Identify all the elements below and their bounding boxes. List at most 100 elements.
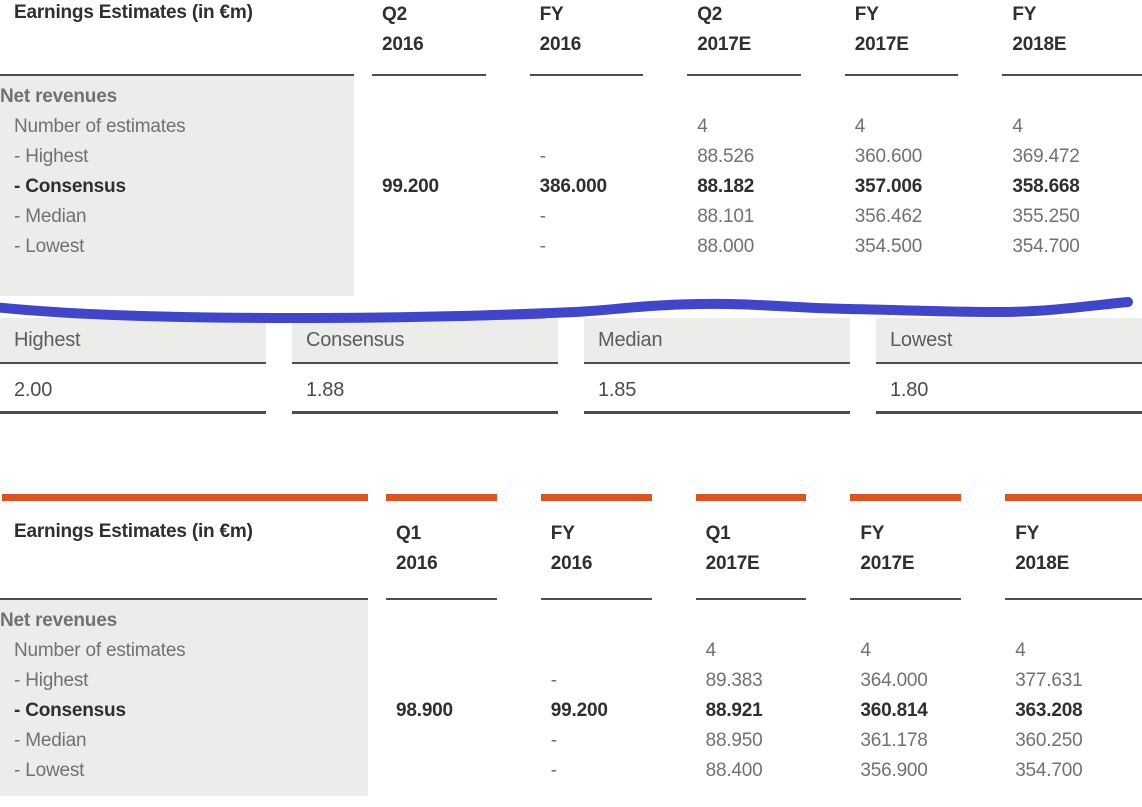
column-year: 2018E bbox=[1012, 34, 1067, 55]
orange-accent-bar bbox=[2, 494, 368, 501]
column-year: 2017E bbox=[854, 34, 909, 55]
value-cell: 360.250 bbox=[1015, 730, 1083, 751]
column-header-fy-2018e: FY 2018E bbox=[987, 494, 1142, 600]
table-title-cell: Earnings Estimates (in €m) bbox=[0, 0, 354, 76]
value-cell: 88.000 bbox=[697, 236, 755, 257]
header-underline bbox=[1005, 598, 1142, 600]
header-underline bbox=[0, 74, 354, 76]
value-cell: - bbox=[550, 730, 557, 751]
row-label: - Consensus bbox=[14, 176, 126, 197]
section-label: Net revenues bbox=[0, 610, 117, 631]
value-cell: 357.006 bbox=[854, 176, 923, 197]
row-label: - Highest bbox=[14, 146, 89, 167]
column-year: 2017E bbox=[705, 553, 760, 574]
column-period: Q2 bbox=[382, 4, 407, 25]
row-label: Number of estimates bbox=[14, 116, 186, 137]
value-cell: 360.814 bbox=[860, 700, 928, 721]
value-cell: 88.526 bbox=[697, 146, 755, 167]
value-cell: 4 bbox=[1012, 116, 1023, 137]
value-cell: 354.700 bbox=[1012, 236, 1080, 257]
column-header-fy-2017e: FY 2017E bbox=[832, 494, 987, 600]
value-cell: 354.700 bbox=[1015, 760, 1083, 781]
value-cell: 99.200 bbox=[550, 700, 608, 721]
value-cell: - bbox=[539, 206, 546, 227]
value-cell bbox=[523, 636, 678, 666]
orange-accent-bar bbox=[695, 494, 807, 501]
value-cell: 356.462 bbox=[854, 206, 923, 227]
header-underline bbox=[695, 598, 807, 600]
card-label: Highest bbox=[0, 318, 266, 364]
summary-card-median: Median 1.85 bbox=[584, 318, 850, 414]
header-underline bbox=[687, 74, 801, 76]
value-cell: 88.950 bbox=[705, 730, 763, 751]
value-cell: - bbox=[539, 236, 546, 257]
value-cell bbox=[368, 666, 523, 696]
card-label: Median bbox=[584, 318, 850, 364]
column-year: 2016 bbox=[539, 34, 582, 55]
value-cell: 363.208 bbox=[1015, 700, 1083, 721]
card-label: Consensus bbox=[292, 318, 558, 364]
column-year: 2017E bbox=[860, 553, 915, 574]
column-year: 2016 bbox=[550, 553, 593, 574]
value-cell bbox=[368, 726, 523, 756]
value-cell bbox=[512, 112, 670, 142]
column-year: 2018E bbox=[1015, 553, 1070, 574]
row-label: - Highest bbox=[14, 670, 89, 691]
table-title: Earnings Estimates (in €m) bbox=[14, 521, 253, 542]
value-cell: - bbox=[550, 760, 557, 781]
value-cell bbox=[354, 202, 512, 232]
header-underline bbox=[540, 598, 652, 600]
value-cell: 88.400 bbox=[705, 760, 763, 781]
column-header-fy-2018e: FY 2018E bbox=[984, 0, 1142, 76]
row-label: - Median bbox=[14, 206, 87, 227]
header-underline bbox=[372, 74, 486, 76]
column-period: FY bbox=[1012, 4, 1037, 25]
column-header-q1-2017e: Q1 2017E bbox=[678, 494, 833, 600]
value-cell bbox=[354, 232, 512, 262]
column-year: 2016 bbox=[396, 553, 438, 574]
table-title: Earnings Estimates (in €m) bbox=[14, 2, 253, 23]
summary-card-lowest: Lowest 1.80 bbox=[876, 318, 1142, 414]
value-cell: 369.472 bbox=[1012, 146, 1080, 167]
column-period: Q1 bbox=[705, 523, 731, 544]
value-cell bbox=[354, 112, 512, 142]
column-period: FY bbox=[860, 523, 885, 544]
column-year: 2016 bbox=[382, 34, 424, 55]
summary-cards: Highest 2.00 Consensus 1.88 Median 1.85 … bbox=[0, 318, 1142, 414]
value-cell: - bbox=[550, 670, 557, 691]
value-cell: 361.178 bbox=[860, 730, 928, 751]
column-header-fy-2016: FY 2016 bbox=[523, 494, 678, 600]
table-header-row: Earnings Estimates (in €m) Q1 2016 FY 20… bbox=[0, 494, 1142, 600]
value-cell bbox=[354, 142, 512, 172]
value-cell: 4 bbox=[854, 116, 866, 137]
row-label: - Lowest bbox=[14, 236, 85, 257]
card-value: 2.00 bbox=[0, 364, 266, 414]
orange-accent-bar bbox=[386, 494, 497, 501]
orange-accent-bar bbox=[540, 494, 652, 501]
value-cell: 4 bbox=[1015, 640, 1026, 661]
header-underline bbox=[529, 74, 644, 76]
row-label: - Consensus bbox=[14, 700, 126, 721]
table-body: Net revenues Number of estimates 4 4 4 -… bbox=[0, 600, 1142, 796]
card-label: Lowest bbox=[876, 318, 1142, 364]
value-cell: 364.000 bbox=[860, 670, 928, 691]
column-year: 2017E bbox=[697, 34, 752, 55]
value-cell: 358.668 bbox=[1012, 176, 1080, 197]
value-cell: 88.921 bbox=[705, 700, 763, 721]
column-period: Q1 bbox=[396, 523, 421, 544]
header-underline bbox=[850, 598, 962, 600]
value-cell: 355.250 bbox=[1012, 206, 1080, 227]
value-cell: 4 bbox=[860, 640, 871, 661]
column-header-q1-2016: Q1 2016 bbox=[368, 494, 523, 600]
value-cell: 356.900 bbox=[860, 760, 928, 781]
value-cell: 88.182 bbox=[697, 176, 755, 197]
summary-card-consensus: Consensus 1.88 bbox=[292, 318, 558, 414]
table-body: Net revenues Number of estimates 4 4 4 -… bbox=[0, 76, 1142, 296]
value-cell: 4 bbox=[697, 116, 708, 137]
orange-accent-bar bbox=[1005, 494, 1142, 501]
value-cell bbox=[368, 756, 523, 786]
table-title-cell: Earnings Estimates (in €m) bbox=[0, 494, 368, 600]
row-label: - Lowest bbox=[14, 760, 85, 781]
column-period: FY bbox=[1015, 523, 1040, 544]
